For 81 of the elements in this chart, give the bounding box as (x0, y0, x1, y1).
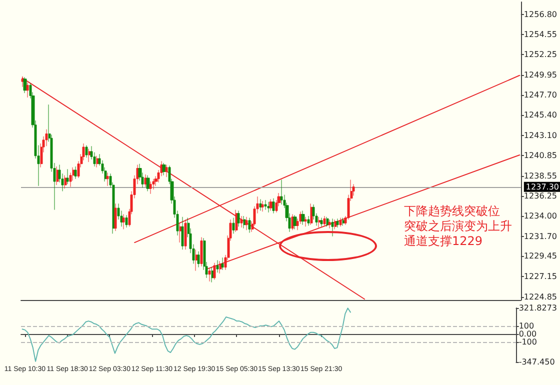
candlestick (221, 257, 224, 270)
candlestick (269, 198, 273, 211)
candlestick (149, 181, 152, 194)
candlestick (165, 164, 168, 178)
y-tick-label: 1247.70 (524, 90, 558, 100)
candlestick (197, 251, 200, 268)
line-series (22, 308, 351, 362)
candlestick (237, 210, 240, 227)
candlestick (26, 82, 29, 98)
y-tick-label: 1234.00 (524, 211, 558, 220)
annotation: 突破之后演变为上升 (404, 219, 512, 233)
candlestick (85, 145, 88, 158)
annotation: 下降趋势线突破位 (404, 204, 500, 218)
candlestick (181, 216, 184, 250)
candlestick (146, 175, 150, 192)
candlestick (267, 202, 270, 213)
y-tick-label: 1238.55 (524, 171, 558, 180)
candlestick (66, 168, 69, 184)
y-tick-label: 1231.70 (524, 232, 558, 241)
y-tick-label: -100 (518, 338, 537, 347)
annotation: 通道支撑1229 (404, 234, 483, 248)
candlestick (301, 210, 305, 226)
candlestick (339, 218, 342, 227)
y-tick-label: 1224.85 (524, 292, 558, 302)
candlestick (23, 76, 27, 94)
candlestick (216, 260, 219, 273)
y-tick-label: 0.00 (518, 329, 537, 338)
candlestick (259, 198, 262, 211)
ref-line-label: 1237.30 (526, 182, 560, 192)
candlestick (310, 203, 313, 226)
y-tick-label: 1245.40 (524, 110, 558, 120)
candlestick (162, 162, 166, 176)
candlestick (307, 216, 310, 226)
y-tick-label: -347.450 (518, 358, 555, 366)
y-tick-label: 1236.25 (524, 192, 558, 201)
candlestick (245, 216, 248, 230)
candlestick (125, 214, 128, 228)
candlestick (320, 218, 323, 227)
candlestick (336, 218, 339, 228)
y-tick-label: 1243.10 (524, 131, 558, 140)
candlestick (342, 218, 345, 226)
candlestick (261, 200, 264, 212)
y-tick-label: 1252.25 (524, 50, 558, 60)
candlestick (200, 236, 203, 267)
candlestick (64, 175, 67, 189)
candlestick (243, 216, 246, 229)
candlestick (272, 198, 275, 214)
candlestick (211, 267, 214, 283)
candlestick (293, 214, 297, 230)
y-tick-label: 321.8273 (518, 304, 557, 312)
y-tick-label: 1240.85 (524, 150, 558, 160)
candlestick (328, 219, 331, 229)
y-tick-label: 100 (518, 321, 534, 330)
candlestick (280, 179, 283, 205)
candlestick (144, 174, 147, 188)
candlestick (152, 178, 155, 190)
candlestick (195, 249, 198, 272)
candlestick (248, 218, 251, 234)
y-tick-label: 1229.45 (524, 252, 558, 261)
candlestick (264, 200, 267, 210)
y-tick-label: 1256.80 (524, 10, 558, 19)
candlestick (74, 166, 77, 180)
candlestick (114, 203, 117, 232)
candlestick (232, 218, 235, 234)
candlestick (331, 218, 334, 237)
candlestick (56, 166, 59, 186)
candlestick (106, 172, 109, 186)
y-tick-label: 1227.15 (524, 272, 558, 282)
candlestick (235, 210, 238, 232)
candlestick (240, 216, 243, 228)
candlestick (96, 156, 99, 168)
candlestick (318, 216, 321, 228)
candlestick (326, 216, 329, 227)
candlestick (334, 219, 337, 230)
candlestick (323, 216, 326, 226)
candlestick (291, 214, 294, 230)
candlestick (88, 148, 91, 162)
y-tick-label: 1249.95 (524, 70, 558, 80)
candlestick (304, 216, 307, 227)
candlestick (122, 214, 125, 230)
y-tick-label: 1254.55 (524, 30, 558, 39)
